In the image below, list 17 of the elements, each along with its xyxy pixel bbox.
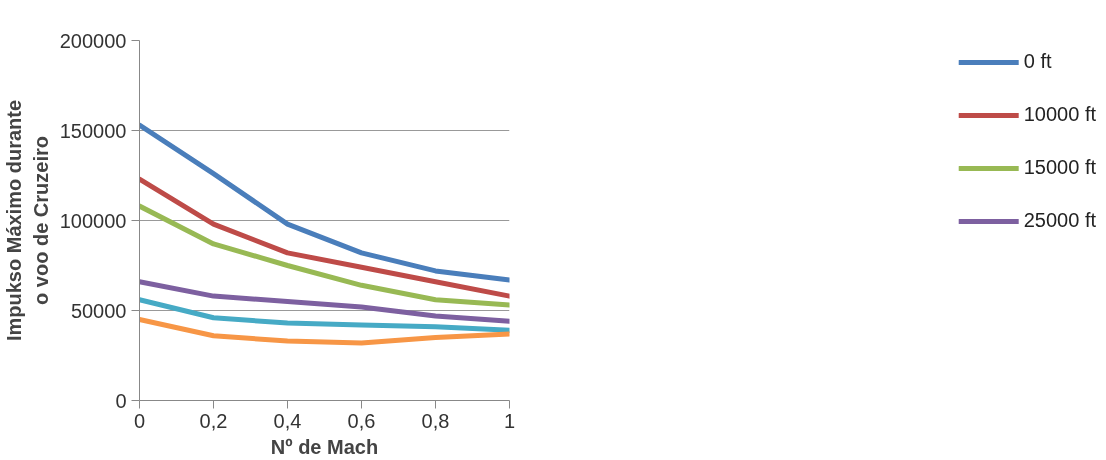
legend-label: 10000 ft: [1023, 103, 1096, 126]
x-axis-title: Nº de Mach: [270, 435, 379, 458]
y-tick-label: 200000: [59, 29, 127, 52]
y-axis-title: Impukso Máximo durante o voo de Cruzeiro: [3, 99, 52, 342]
y-tick-label: 0: [115, 389, 127, 412]
x-tick-label: 0,2: [199, 409, 228, 432]
x-tick-label: 0,6: [347, 409, 376, 432]
y-tick-label: 150000: [59, 119, 127, 142]
x-tick-label: 0,8: [421, 409, 450, 432]
x-tick-label: 0,4: [273, 409, 302, 432]
legend-label: 15000 ft: [1023, 156, 1096, 179]
x-tick-label: 0: [133, 409, 146, 432]
legend-label: 0 ft: [1023, 50, 1052, 73]
y-tick-label: 100000: [59, 209, 127, 232]
legend-label: 25000 ft: [1023, 209, 1096, 232]
y-tick-label: 50000: [70, 299, 127, 322]
x-tick-label: 1: [503, 409, 516, 432]
